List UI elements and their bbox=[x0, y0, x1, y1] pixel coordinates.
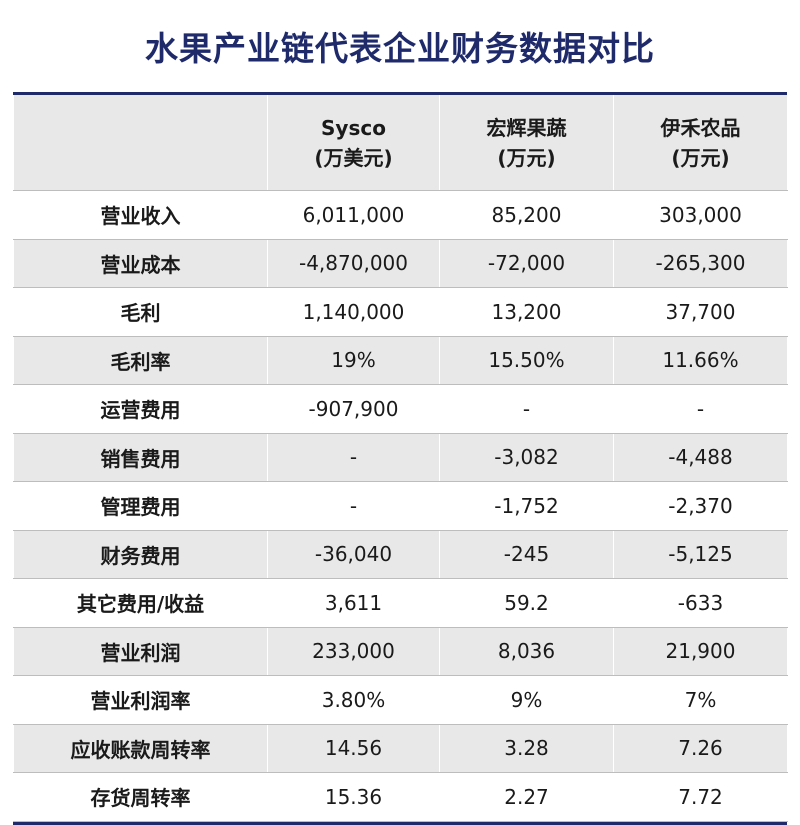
table-cell: - bbox=[267, 433, 440, 482]
financial-comparison-table: Sysco (万美元) 宏辉果蔬 (万元) 伊禾农品 (万元) 营业收入 6,01… bbox=[13, 95, 788, 822]
table-cell: -907,900 bbox=[267, 384, 440, 434]
table-cell: -5,125 bbox=[613, 530, 788, 579]
column-name: Sysco bbox=[321, 115, 386, 140]
table-cell: -245 bbox=[439, 530, 614, 579]
row-label: 毛利 bbox=[13, 287, 268, 337]
column-name: 伊禾农品 bbox=[660, 115, 741, 140]
table-row: 存货周转率 15.36 2.27 7.72 bbox=[13, 772, 788, 822]
table-row: 其它费用/收益 3,611 59.2 -633 bbox=[13, 578, 788, 628]
table-cell: - bbox=[267, 481, 440, 531]
row-label: 其它费用/收益 bbox=[13, 578, 268, 628]
table-cell: 15.36 bbox=[267, 772, 440, 822]
table-cell: 85,200 bbox=[439, 190, 614, 240]
table-row: 毛利 1,140,000 13,200 37,700 bbox=[13, 287, 788, 337]
table-body: 营业收入 6,011,000 85,200 303,000 营业成本 -4,870,000… bbox=[13, 190, 788, 822]
table-cell: 14.56 bbox=[267, 724, 440, 773]
table-cell: -72,000 bbox=[439, 239, 614, 288]
table-cell: 37,700 bbox=[613, 287, 788, 337]
table-cell: 6,011,000 bbox=[267, 190, 440, 240]
table-cell: -265,300 bbox=[613, 239, 788, 288]
table-cell: 11.66% bbox=[613, 336, 788, 385]
row-label: 存货周转率 bbox=[13, 772, 268, 822]
column-name: 宏辉果蔬 bbox=[486, 115, 567, 140]
column-header-honghui: 宏辉果蔬 (万元) bbox=[439, 95, 614, 191]
table-cell: 8,036 bbox=[439, 627, 614, 676]
table-cell: 21,900 bbox=[613, 627, 788, 676]
page-title: 水果产业链代表企业财务数据对比 bbox=[145, 29, 655, 68]
table-row: 营业利润 233,000 8,036 21,900 bbox=[13, 627, 788, 676]
header-row: Sysco (万美元) 宏辉果蔬 (万元) 伊禾农品 (万元) bbox=[13, 95, 788, 191]
table-cell: -3,082 bbox=[439, 433, 614, 482]
table-cell: 13,200 bbox=[439, 287, 614, 337]
row-label: 营业利润率 bbox=[13, 675, 268, 725]
table-cell: -4,870,000 bbox=[267, 239, 440, 288]
table-row: 应收账款周转率 14.56 3.28 7.26 bbox=[13, 724, 788, 773]
table-row: 营业利润率 3.80% 9% 7% bbox=[13, 675, 788, 725]
row-label: 毛利率 bbox=[13, 336, 268, 385]
column-unit: (万美元) bbox=[314, 145, 393, 170]
header-corner bbox=[13, 95, 268, 191]
table-cell: 7.26 bbox=[613, 724, 788, 773]
table-cell: - bbox=[439, 384, 614, 434]
table-cell: -633 bbox=[613, 578, 788, 628]
column-header-yihe: 伊禾农品 (万元) bbox=[613, 95, 788, 191]
table-cell: 15.50% bbox=[439, 336, 614, 385]
table-row: 营业收入 6,011,000 85,200 303,000 bbox=[13, 190, 788, 240]
table-cell: - bbox=[613, 384, 788, 434]
row-label: 应收账款周转率 bbox=[13, 724, 268, 773]
table-row: 运营费用 -907,900- - bbox=[13, 384, 788, 434]
row-label: 营业成本 bbox=[13, 239, 268, 288]
table-cell: 233,000 bbox=[267, 627, 440, 676]
column-header-sysco: Sysco (万美元) bbox=[267, 95, 440, 191]
row-label: 营业收入 bbox=[13, 190, 268, 240]
row-label: 营业利润 bbox=[13, 627, 268, 676]
table-cell: 1,140,000 bbox=[267, 287, 440, 337]
table-cell: -1,752 bbox=[439, 481, 614, 531]
table-cell: -2,370 bbox=[613, 481, 788, 531]
table-cell: 2.27 bbox=[439, 772, 614, 822]
table-cell: 3.80% bbox=[267, 675, 440, 725]
table-cell: 9% bbox=[439, 675, 614, 725]
row-label: 财务费用 bbox=[13, 530, 268, 579]
top-divider bbox=[13, 92, 787, 95]
table-cell: 303,000 bbox=[613, 190, 788, 240]
table-cell: 59.2 bbox=[439, 578, 614, 628]
table-row: 财务费用 -36,040 -245 -5,125 bbox=[13, 530, 788, 579]
table-cell: 3,611 bbox=[267, 578, 440, 628]
table-row: 销售费用 - -3,082 -4,488 bbox=[13, 433, 788, 482]
table-row: 管理费用 - -1,752 -2,370 bbox=[13, 481, 788, 531]
table-cell: 7.72 bbox=[613, 772, 788, 822]
column-unit: (万元) bbox=[497, 145, 556, 170]
table-cell: -36,040 bbox=[267, 530, 440, 579]
table-cell: 3.28 bbox=[439, 724, 614, 773]
table-cell: 7% bbox=[613, 675, 788, 725]
table-row: 营业成本 -4,870,000 -72,000 -265,300 bbox=[13, 239, 788, 288]
row-label: 管理费用 bbox=[13, 481, 268, 531]
table-cell: -4,488 bbox=[613, 433, 788, 482]
row-label: 运营费用 bbox=[13, 384, 268, 434]
table-row: 毛利率 19% 15.50% 11.66% bbox=[13, 336, 788, 385]
row-label: 销售费用 bbox=[13, 433, 268, 482]
column-unit: (万元) bbox=[671, 145, 730, 170]
table-cell: 19% bbox=[267, 336, 440, 385]
